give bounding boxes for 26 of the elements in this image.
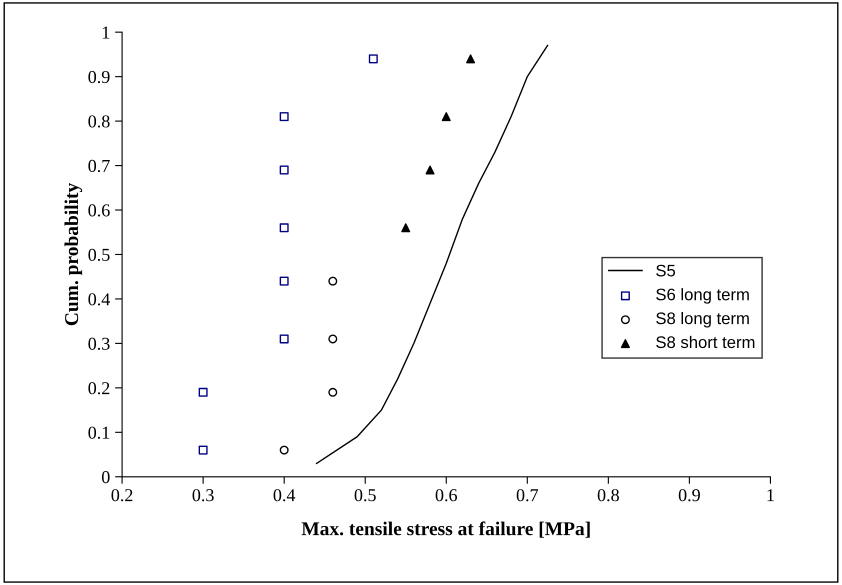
x-tick-label: 0.5 (354, 489, 376, 502)
y-tick-label: 0.8 (88, 115, 110, 128)
legend-label: S8 short term (656, 336, 754, 348)
y-tick-label: 0.6 (88, 204, 110, 217)
y-tick-label: 0.4 (88, 293, 110, 306)
y-tick-label: 0.3 (88, 338, 110, 350)
y-tick-label: 0 (102, 471, 110, 484)
x-tick-label: 1 (768, 489, 774, 502)
y-tick-label: 1 (102, 26, 110, 38)
x-tick-label: 0.9 (678, 489, 700, 502)
x-tick-label: 0.4 (274, 489, 296, 502)
y-tick-label: 0.9 (88, 70, 110, 84)
x-tick-label: 0.3 (192, 489, 214, 502)
x-axis-title: Max. tensile stress at failure [MPa] (302, 521, 590, 538)
y-tick-label: 0.5 (88, 248, 110, 261)
x-tick-label: 0.7 (516, 489, 538, 502)
legend-label: S8 long term (656, 312, 749, 328)
legend-label: S6 long term (656, 288, 749, 304)
y-tick-label: 0.7 (88, 160, 110, 172)
y-axis-title: Cum. probability (64, 182, 82, 326)
x-tick-label: 0.2 (111, 489, 132, 502)
x-tick-label: 0.6 (436, 489, 458, 502)
y-tick-label: 0.1 (88, 426, 110, 439)
legend-label: S5 (656, 264, 676, 276)
x-tick-label: 0.8 (598, 489, 619, 502)
y-tick-label: 0.2 (88, 382, 110, 394)
